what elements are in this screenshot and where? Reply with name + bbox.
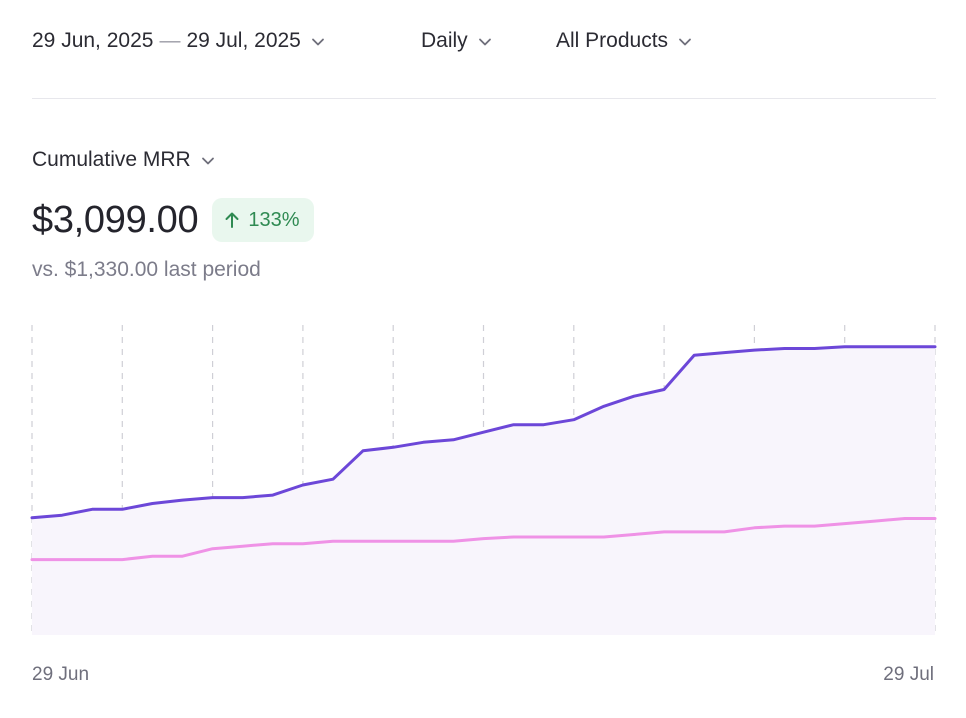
series-line-current [30, 345, 937, 520]
x-axis-start-label: 29 Jun [32, 664, 90, 685]
chart-areas [32, 346, 935, 635]
metric-selector[interactable]: Cumulative MRR [32, 148, 215, 172]
change-percent: 133% [248, 208, 300, 231]
interval-label: Daily [421, 29, 468, 52]
series-area [32, 346, 935, 635]
chevron-down-icon [201, 148, 215, 172]
chart-lines [30, 345, 937, 562]
metric-name: Cumulative MRR [32, 148, 191, 171]
date-start: 29 Jun, 2025 [32, 29, 154, 52]
comparison-text: vs. $1,330.00 last period [32, 258, 261, 281]
product-label: All Products [556, 29, 669, 52]
metric-summary: $3,099.00 133% [32, 196, 314, 244]
metric-value: $3,099.00 [32, 198, 199, 241]
chevron-down-icon [311, 29, 325, 53]
date-separator: — [159, 29, 181, 52]
x-axis-end-label: 29 Jul [883, 664, 934, 685]
date-range-dropdown[interactable]: 29 Jun, 2025 — 29 Jul, 2025 [32, 29, 421, 53]
arrow-up-icon [225, 212, 239, 228]
chevron-down-icon [678, 29, 692, 53]
filter-bar: 29 Jun, 2025 — 29 Jul, 2025 Daily All Pr… [32, 24, 692, 58]
date-end: 29 Jul, 2025 [186, 29, 301, 52]
header-divider [32, 98, 936, 99]
series-line-previous [30, 517, 937, 562]
mrr-line-chart [30, 325, 937, 635]
interval-dropdown[interactable]: Daily [421, 29, 556, 53]
change-badge: 133% [212, 198, 314, 242]
chevron-down-icon [478, 29, 492, 53]
product-dropdown[interactable]: All Products [556, 29, 692, 53]
